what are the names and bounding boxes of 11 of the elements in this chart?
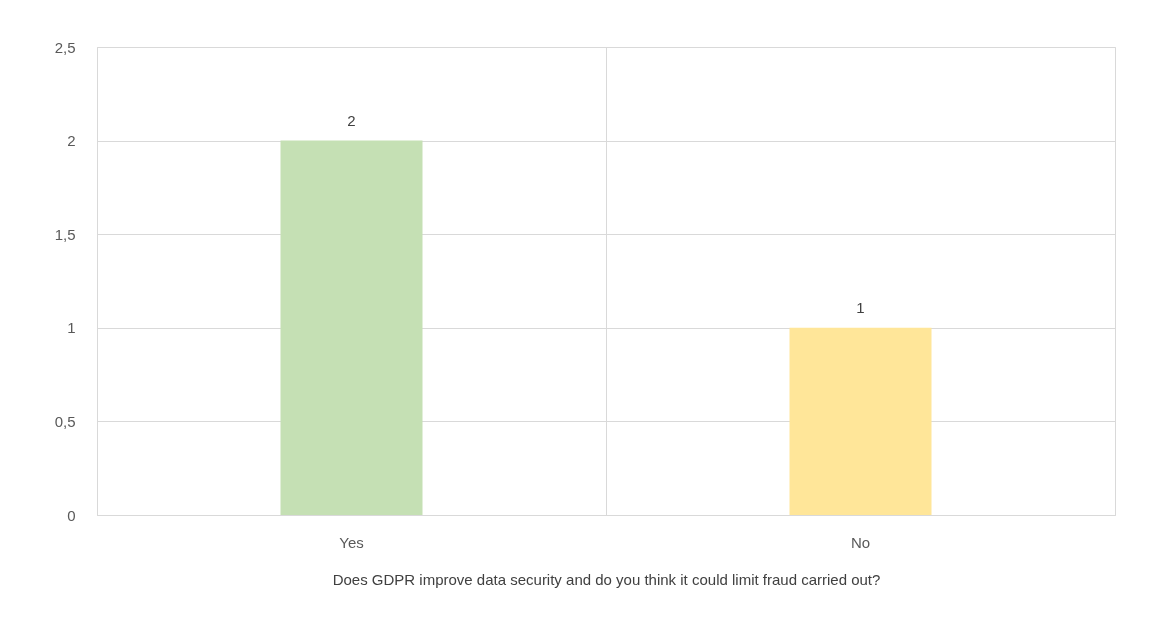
x-tick-label: No	[850, 533, 871, 551]
x-axis-title: Does GDPR improve data security and do you think it could limit fraud carried out?	[332, 570, 881, 588]
y-tick-label: 0,5	[54, 412, 76, 430]
y-tick-label: 2	[67, 132, 76, 150]
y-tick-label: 2,5	[54, 38, 76, 56]
y-tick-label: 0	[67, 506, 76, 524]
data-label: 1	[856, 298, 865, 316]
y-tick-label: 1	[67, 319, 76, 337]
x-tick-label: Yes	[339, 533, 364, 551]
y-tick-label: 1,5	[54, 225, 76, 243]
data-label: 2	[347, 111, 356, 129]
